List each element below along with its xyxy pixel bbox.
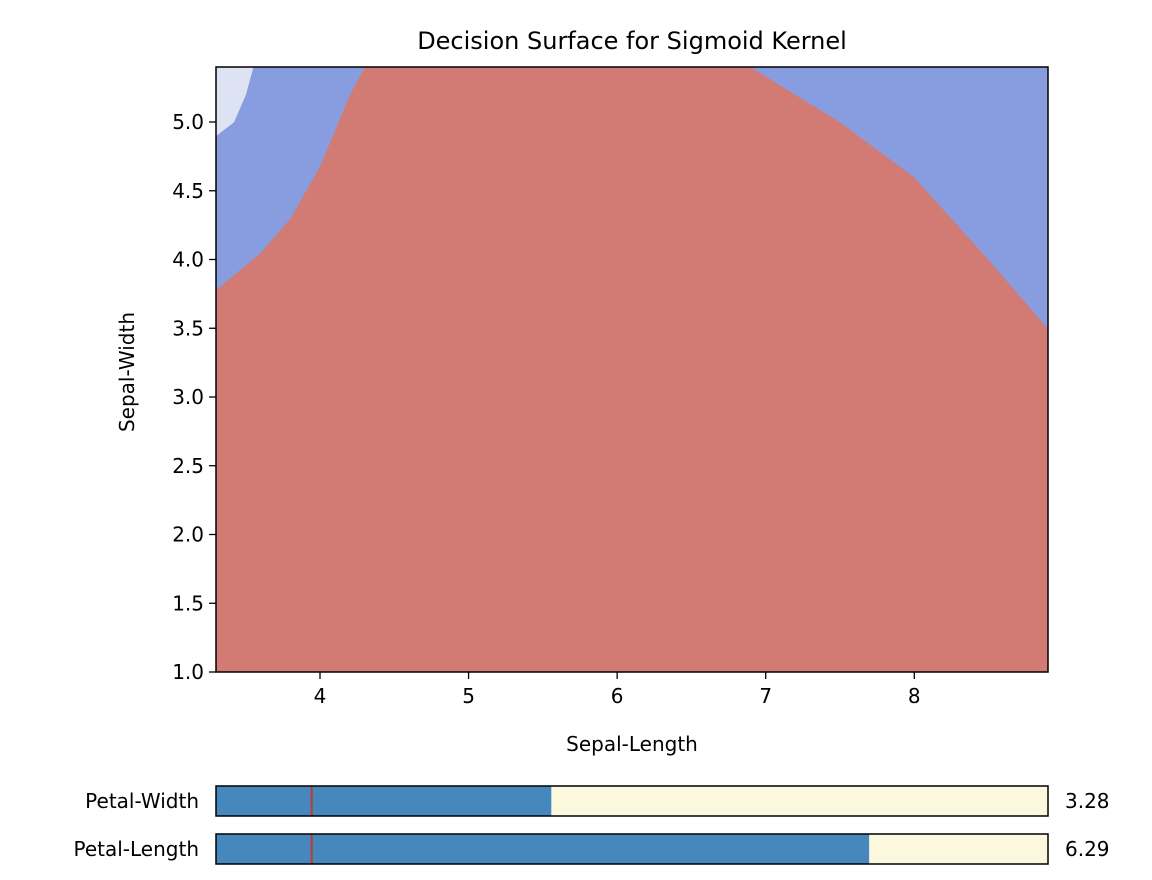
y-tick-label: 1.5	[172, 591, 204, 615]
y-tick-label: 4.0	[172, 248, 204, 272]
x-axis-label: Sepal-Length	[566, 732, 698, 756]
slider-label: Petal-Width	[85, 789, 199, 813]
x-tick-label: 4	[314, 684, 327, 708]
y-tick-label: 4.5	[172, 179, 204, 203]
x-tick-label: 6	[611, 684, 624, 708]
x-tick-label: 5	[462, 684, 475, 708]
plot-regions	[215, 66, 1049, 673]
plot-frame	[215, 66, 1049, 673]
slider-fill	[216, 834, 870, 864]
slider-fill	[216, 786, 552, 816]
y-tick-label: 1.0	[172, 660, 204, 684]
slider-border	[215, 833, 1049, 865]
x-axis: 4 5 6 7 8	[314, 672, 921, 708]
chart-title: Decision Surface for Sigmoid Kernel	[417, 27, 847, 55]
x-tick-label: 7	[759, 684, 772, 708]
y-axis-label: Sepal-Width	[115, 312, 139, 432]
x-tick-label: 8	[908, 684, 921, 708]
y-tick-label: 5.0	[172, 110, 204, 134]
y-tick-label: 2.0	[172, 523, 204, 547]
slider-border	[215, 785, 1049, 817]
y-tick-label: 3.5	[172, 316, 204, 340]
y-tick-label: 2.5	[172, 454, 204, 478]
y-tick-label: 3.0	[172, 385, 204, 409]
slider-petal-length[interactable]: Petal-Length 6.29	[73, 833, 1110, 865]
sliders: Petal-Width 3.28 Petal-Length 6.29	[73, 785, 1110, 865]
slider-value: 6.29	[1065, 837, 1110, 861]
y-axis: 1.0 1.5 2.0 2.5 3.0 3.5 4.0 4.5 5.0	[172, 110, 216, 684]
slider-petal-width[interactable]: Petal-Width 3.28	[85, 785, 1110, 817]
slider-label: Petal-Length	[73, 837, 199, 861]
slider-value: 3.28	[1065, 789, 1110, 813]
